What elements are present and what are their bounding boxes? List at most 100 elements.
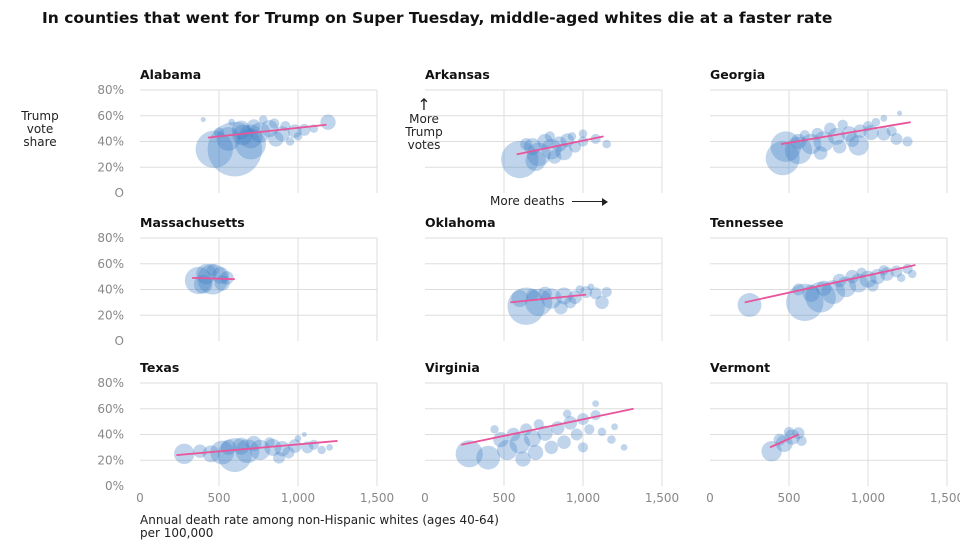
county-bubble <box>796 435 807 447</box>
county-bubble <box>520 138 533 151</box>
county-bubble <box>285 137 295 146</box>
x-tick-label: 0 <box>136 491 144 505</box>
county-bubble <box>848 135 869 156</box>
county-bubble <box>249 439 271 461</box>
county-bubble <box>294 434 302 442</box>
county-bubble <box>601 286 612 298</box>
county-bubble <box>507 287 545 325</box>
county-bubble <box>871 117 881 127</box>
county-bubble <box>220 439 237 456</box>
county-bubble <box>509 433 530 454</box>
county-bubble <box>493 432 509 448</box>
y-tick-label: 80% <box>97 83 124 97</box>
county-bubble <box>511 290 529 308</box>
county-bubble <box>878 265 889 276</box>
y-tick-label: 80% <box>97 376 124 390</box>
county-bubble <box>326 443 333 451</box>
x-tick-label: 1,000 <box>851 491 885 505</box>
county-bubble <box>587 283 595 291</box>
county-bubble <box>193 275 213 294</box>
y-tick-label: 0% <box>105 479 124 493</box>
x-tick-label: 1,000 <box>281 491 315 505</box>
county-bubble <box>607 435 616 444</box>
county-bubble <box>770 131 802 162</box>
county-bubble <box>590 133 601 145</box>
x-tick-label: 0 <box>421 491 429 505</box>
y-axis-label-line: vote <box>26 122 54 136</box>
county-bubble <box>575 285 585 294</box>
county-bubble <box>824 122 837 135</box>
county-bubble <box>200 117 206 123</box>
y-tick-label: 40% <box>97 135 124 149</box>
county-bubble <box>577 442 589 453</box>
county-bubble <box>527 444 544 461</box>
county-bubble <box>592 400 600 407</box>
county-bubble <box>786 283 824 322</box>
chart-title: In counties that went for Trump on Super… <box>42 9 833 27</box>
county-bubble <box>866 279 879 292</box>
county-bubble <box>232 124 253 146</box>
county-bubble <box>258 115 268 124</box>
county-bubble <box>238 124 263 149</box>
county-bubble <box>228 118 236 126</box>
county-bubble <box>320 114 336 130</box>
county-bubble <box>282 446 295 459</box>
trend-line <box>207 123 327 139</box>
trend-line <box>176 440 338 456</box>
county-bubble <box>268 131 284 147</box>
y-axis-label: Trump vote share <box>8 110 72 149</box>
county-bubble <box>547 150 562 164</box>
county-bubble <box>784 136 813 165</box>
county-bubble <box>589 287 602 300</box>
county-bubble <box>813 146 828 160</box>
county-bubble <box>832 139 847 154</box>
county-bubble <box>261 120 279 138</box>
panel-title: Tennessee <box>710 215 783 230</box>
x-tick-label: 0 <box>706 491 714 505</box>
county-bubble <box>877 126 891 141</box>
county-bubble <box>206 264 219 277</box>
county-bubble <box>317 445 326 455</box>
x-tick-label: 500 <box>778 491 801 505</box>
x-tick-label: 500 <box>493 491 516 505</box>
county-bubble <box>845 133 859 148</box>
county-bubble <box>455 440 483 468</box>
x-tick-label: 500 <box>208 491 231 505</box>
county-bubble <box>816 280 832 296</box>
county-bubble <box>490 425 499 434</box>
county-bubble <box>308 439 319 450</box>
county-bubble <box>525 150 546 172</box>
county-bubble <box>526 288 539 301</box>
county-bubble <box>555 287 573 305</box>
y-tick-label: O <box>115 334 124 348</box>
county-bubble <box>264 437 275 448</box>
county-bubble <box>563 416 578 430</box>
county-bubble <box>533 419 544 430</box>
trend-line <box>510 293 587 304</box>
y-tick-label: 40% <box>97 283 124 297</box>
county-bubble <box>597 427 607 437</box>
county-bubble <box>541 139 562 160</box>
more-deaths-label: More deaths <box>490 194 565 208</box>
county-bubble <box>578 129 588 139</box>
county-bubble <box>537 425 553 441</box>
panel-title: Massachusetts <box>140 215 245 230</box>
county-bubble <box>235 439 260 464</box>
county-bubble <box>538 286 552 301</box>
county-bubble <box>902 136 913 147</box>
county-bubble <box>555 143 573 161</box>
panel-title: Georgia <box>710 67 765 82</box>
panel-title: Oklahoma <box>425 215 496 230</box>
county-bubble <box>184 266 213 295</box>
x-tick-label: 1,000 <box>566 491 600 505</box>
trend-line <box>744 264 916 304</box>
county-bubble <box>856 267 867 278</box>
county-bubble <box>515 451 531 467</box>
county-bubble <box>737 293 762 317</box>
county-bubble <box>293 132 303 141</box>
county-bubble <box>501 140 539 179</box>
county-bubble <box>805 281 836 313</box>
county-bubble <box>568 290 582 305</box>
panel-title: Vermont <box>710 360 770 375</box>
